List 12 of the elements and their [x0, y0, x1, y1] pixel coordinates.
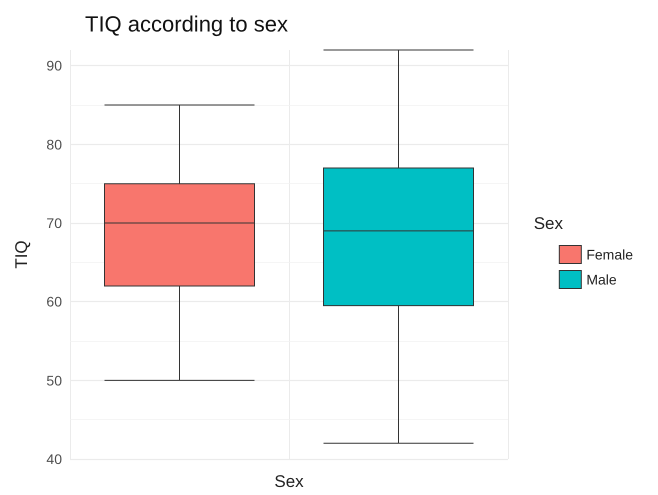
y-tick-label: 80: [46, 136, 62, 152]
chart-title: TIQ according to sex: [85, 12, 288, 36]
legend-label: Male: [586, 272, 617, 288]
legend-title: Sex: [534, 214, 564, 233]
y-tick-label: 90: [46, 58, 62, 74]
x-axis-title: Sex: [274, 472, 304, 491]
y-tick-label: 50: [46, 372, 62, 388]
y-tick-label: 70: [46, 215, 62, 232]
legend-label: Female: [586, 246, 634, 262]
y-tick-label: 60: [46, 294, 62, 310]
y-axis-title: TIQ: [12, 240, 31, 269]
y-tick-label: 40: [46, 451, 62, 467]
